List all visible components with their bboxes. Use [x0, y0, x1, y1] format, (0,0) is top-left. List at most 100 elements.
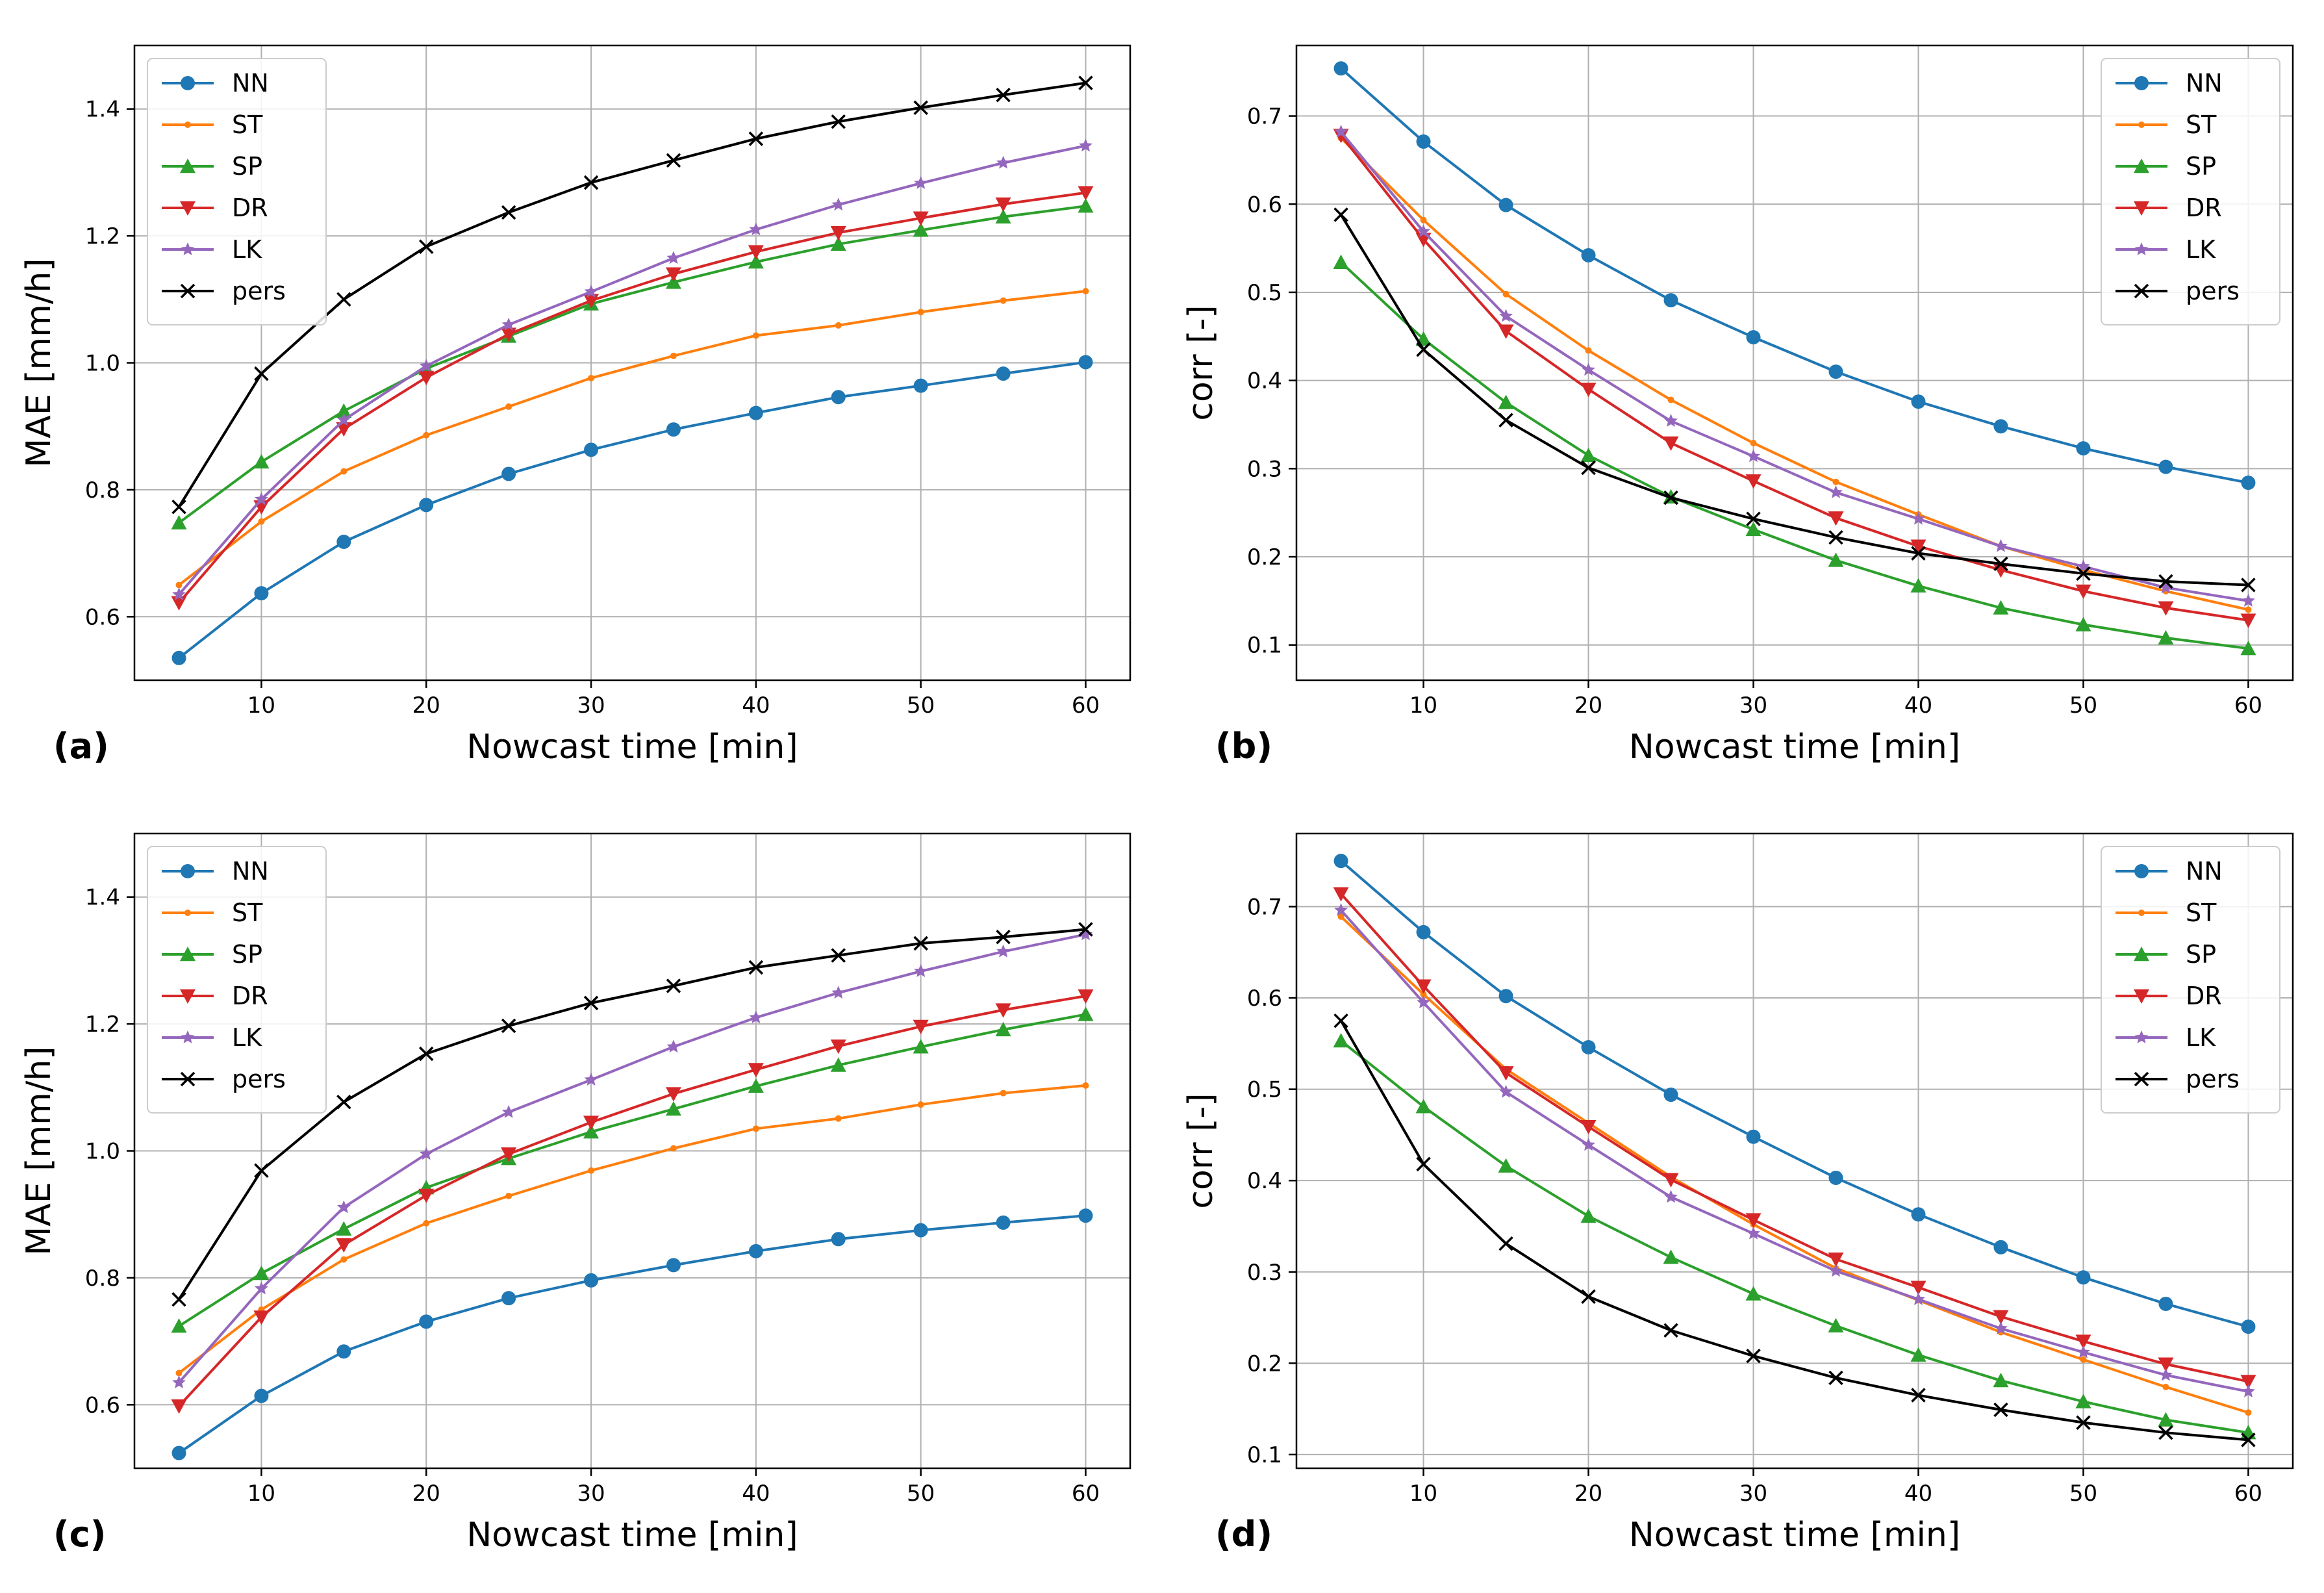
data-point-pers — [1416, 1156, 1431, 1172]
data-point-NN — [1746, 330, 1761, 345]
legend-item-LK: LK — [2116, 1023, 2216, 1052]
x-tick-label: 10 — [247, 1481, 275, 1507]
data-point-DR — [501, 1147, 517, 1162]
data-point-DR — [1333, 887, 1349, 902]
x-tick-label: 20 — [412, 1481, 440, 1507]
data-point-DR — [1993, 1310, 2009, 1325]
data-point-LK — [666, 251, 681, 264]
data-point-LK — [914, 176, 928, 189]
data-point-LK — [254, 1281, 268, 1295]
data-point-NN — [1078, 355, 1093, 370]
legend-item-SP: SP — [162, 152, 262, 181]
data-point-SP — [1498, 394, 1514, 409]
data-point-ST — [423, 431, 430, 439]
data-point-SP — [1828, 1318, 1844, 1332]
panel-label: (c) — [53, 1514, 106, 1555]
data-point-NN — [584, 442, 599, 457]
data-point-ST — [1502, 290, 1509, 298]
series-DR — [171, 186, 1094, 611]
data-point-LK — [1334, 903, 1348, 916]
legend-label: DR — [232, 194, 268, 222]
legend-marker — [181, 76, 195, 90]
data-point-NN — [254, 1388, 269, 1403]
series-ST — [175, 1082, 1089, 1377]
data-point-NN — [1498, 989, 1513, 1004]
data-point-NN — [254, 586, 269, 601]
data-point-NN — [1828, 1170, 1843, 1185]
data-point-LK — [1829, 1264, 1843, 1277]
y-tick-label: 0.8 — [85, 1266, 120, 1292]
legend-label: LK — [2186, 1023, 2216, 1052]
data-point-SP — [995, 1021, 1011, 1037]
x-tick-label: 40 — [742, 1481, 770, 1507]
legend-marker — [2134, 242, 2149, 255]
series-line-NN — [178, 1214, 1086, 1455]
data-point-NN — [1333, 61, 1348, 76]
data-point-LK — [336, 1200, 351, 1214]
data-point-DR — [1910, 539, 1926, 554]
data-point-NN — [1911, 394, 1926, 409]
panel-label: (b) — [1215, 726, 1272, 767]
data-point-SP — [1910, 1347, 1926, 1362]
data-point-NN — [1911, 1207, 1926, 1222]
x-tick-label: 20 — [1574, 693, 1602, 719]
data-point-NN — [1746, 1129, 1761, 1144]
data-point-LK — [1664, 414, 1678, 427]
y-tick-label: 0.2 — [1247, 1351, 1282, 1377]
legend-marker — [2134, 864, 2149, 878]
legend-marker — [184, 910, 191, 916]
data-point-SP — [171, 515, 187, 529]
series-DR — [171, 989, 1094, 1414]
data-point-pers — [996, 87, 1011, 103]
data-point-LK — [336, 413, 351, 426]
data-point-NN — [996, 366, 1011, 381]
data-point-DR — [583, 294, 600, 309]
data-point-DR — [2158, 601, 2174, 616]
data-point-DR — [1663, 436, 1679, 451]
y-tick-label: 0.5 — [1247, 1077, 1282, 1103]
legend-item-DR: DR — [162, 194, 268, 222]
series-line-SP — [178, 1013, 1086, 1327]
data-point-NN — [1993, 419, 2008, 434]
data-point-ST — [588, 1167, 595, 1174]
data-point-DR — [1828, 1252, 1844, 1268]
x-tick-label: 30 — [1739, 1481, 1767, 1507]
y-tick-label: 0.1 — [1247, 1442, 1282, 1468]
data-point-DR — [995, 198, 1011, 212]
data-point-pers — [1333, 1013, 1348, 1028]
legend-marker — [181, 864, 195, 878]
y-tick-label: 0.2 — [1247, 544, 1282, 570]
legend-item-pers: pers — [162, 277, 286, 305]
data-point-ST — [588, 374, 595, 381]
legend-item-ST: ST — [162, 898, 263, 927]
data-point-DR — [1498, 324, 1514, 339]
data-point-NN — [1663, 293, 1678, 308]
legend-item-SP: SP — [2116, 940, 2216, 969]
data-point-LK — [831, 198, 846, 211]
data-point-NN — [501, 1291, 516, 1306]
data-point-DR — [2075, 584, 2091, 599]
data-point-SP — [253, 453, 270, 469]
data-point-LK — [1912, 1292, 1925, 1305]
data-point-pers — [254, 1163, 269, 1179]
y-tick-label: 0.5 — [1247, 280, 1282, 306]
y-tick-label: 0.3 — [1247, 1260, 1282, 1286]
data-point-NN — [2158, 1296, 2173, 1311]
legend-marker — [2134, 283, 2149, 299]
data-point-DR — [171, 1399, 187, 1414]
data-point-SP — [2240, 641, 2256, 656]
data-point-SP — [1580, 447, 1597, 463]
data-point-ST — [1750, 439, 1757, 446]
data-point-ST — [670, 352, 677, 359]
legend-marker — [2134, 1030, 2149, 1043]
data-point-SP — [171, 1318, 187, 1333]
data-point-SP — [1745, 1286, 1762, 1301]
legend-marker — [2134, 989, 2149, 1004]
legend-marker — [2134, 947, 2149, 962]
data-point-SP — [1333, 254, 1349, 270]
data-point-NN — [2076, 1270, 2091, 1285]
data-point-ST — [423, 1219, 430, 1227]
data-point-NN — [1416, 134, 1431, 149]
data-point-NN — [501, 466, 516, 481]
data-point-pers — [1498, 1236, 1513, 1251]
